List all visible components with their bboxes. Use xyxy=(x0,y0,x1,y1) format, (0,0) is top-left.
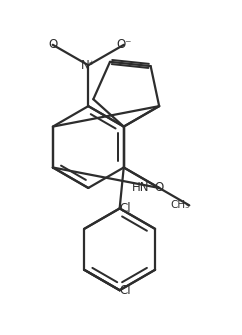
Text: O: O xyxy=(48,38,57,51)
Text: CH₃: CH₃ xyxy=(170,200,189,210)
Text: HN: HN xyxy=(131,182,149,194)
Text: Cl: Cl xyxy=(120,284,131,297)
Text: O: O xyxy=(155,182,164,194)
Text: N⁺: N⁺ xyxy=(81,59,96,72)
Text: O⁻: O⁻ xyxy=(116,38,132,51)
Text: Cl: Cl xyxy=(120,202,131,215)
